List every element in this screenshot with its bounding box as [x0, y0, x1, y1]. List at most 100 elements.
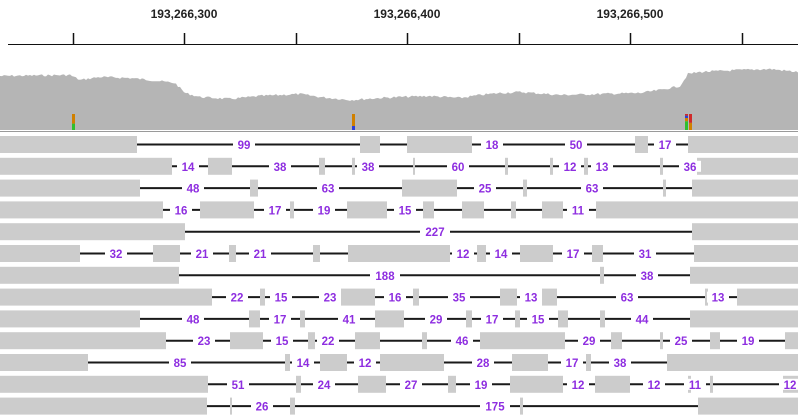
- aligned-block: [0, 223, 185, 241]
- junction-label-bg: [177, 160, 199, 172]
- read-row: 26 175: [0, 397, 798, 415]
- aligned-block: [0, 136, 137, 153]
- junction-count: 17: [566, 358, 579, 370]
- junction-count: 13: [712, 293, 725, 305]
- aligned-block: [0, 332, 166, 350]
- aligned-block: [260, 288, 265, 306]
- junction-count: 50: [570, 140, 583, 152]
- junction-count: 85: [174, 358, 187, 370]
- mismatch-bar: [72, 114, 75, 130]
- junction-label-bg: [520, 291, 542, 303]
- junction-label-bg: [182, 313, 204, 325]
- junction-label-bg: [591, 160, 613, 172]
- coverage-track[interactable]: [0, 60, 798, 130]
- junction-count: 17: [486, 314, 499, 326]
- junction-label-bg: [578, 335, 600, 347]
- aligned-block: [510, 375, 563, 393]
- read-row: 23 15 22 46 29 25 19: [0, 332, 798, 350]
- aligned-block: [153, 245, 180, 262]
- junction-count: 15: [532, 314, 545, 326]
- junction-label-bg: [565, 139, 587, 150]
- junction-label-bg: [643, 378, 665, 390]
- junction-count: 19: [318, 205, 331, 217]
- junction-label-bg: [452, 248, 474, 259]
- junction-label-bg: [226, 291, 248, 303]
- junction-count: 13: [525, 293, 538, 305]
- mismatch-segment: [352, 126, 355, 130]
- aligned-block: [0, 245, 80, 262]
- junction-label-bg: [470, 378, 492, 390]
- read-row: 32 21 21 12 14 17 31: [0, 245, 798, 262]
- aligned-block: [663, 179, 666, 197]
- junction-label-bg: [567, 204, 589, 216]
- aligned-block: [0, 201, 163, 219]
- junction-count: 11: [572, 205, 585, 217]
- read-row: 14 38 38 60 12 13 36: [0, 157, 798, 175]
- junction-label-bg: [264, 204, 286, 216]
- aligned-block: [0, 354, 88, 371]
- junction-label-bg: [779, 378, 798, 390]
- aligned-block: [584, 157, 588, 175]
- junction-label-bg: [447, 160, 469, 172]
- aligned-block: [480, 332, 565, 350]
- junction-label-bg: [271, 335, 293, 347]
- aligned-block: [0, 288, 212, 306]
- junction-label-bg: [679, 160, 701, 172]
- read-row: 99 18 50 17: [0, 136, 798, 153]
- aligned-block: [0, 310, 140, 328]
- junction-count: 41: [343, 314, 356, 326]
- mismatch-segment: [685, 114, 688, 116]
- junction-label-bg: [425, 313, 447, 325]
- junction-label-bg: [317, 182, 339, 194]
- mismatch-segment: [685, 118, 688, 122]
- junction-count: 23: [198, 336, 211, 348]
- junction-label-bg: [384, 291, 406, 303]
- junction-count: 63: [586, 184, 599, 196]
- junction-count: 12: [359, 358, 372, 370]
- aligned-block: [690, 310, 798, 328]
- junction-count: 60: [452, 162, 465, 174]
- junction-count: 22: [322, 336, 335, 348]
- junction-count: 46: [456, 336, 469, 348]
- aligned-block: [296, 375, 301, 393]
- mismatch-segment: [352, 114, 355, 126]
- junction-label-bg: [400, 378, 422, 390]
- junction-label-bg: [249, 248, 271, 259]
- mismatch-bar: [689, 114, 692, 130]
- read-row: 16 17 19 15 11: [0, 201, 798, 219]
- junction-count: 12: [572, 380, 585, 392]
- junction-label-bg: [636, 269, 658, 281]
- aligned-block: [542, 201, 563, 219]
- junction-count: 12: [648, 380, 661, 392]
- junction-label-bg: [317, 335, 339, 347]
- junction-count: 14: [495, 249, 508, 261]
- junction-label-bg: [338, 313, 360, 325]
- junction-label-bg: [420, 226, 450, 238]
- junction-count: 48: [187, 314, 200, 326]
- aligned-block: [375, 310, 404, 328]
- junction-count: 12: [564, 162, 577, 174]
- junction-count: 12: [784, 380, 797, 392]
- junction-label-bg: [472, 357, 494, 368]
- aligned-block: [710, 375, 713, 393]
- junction-label-bg: [394, 204, 416, 216]
- junction-count: 29: [583, 336, 596, 348]
- junction-count: 29: [430, 314, 443, 326]
- read-row: 51 24 27 19 12 12 11 12: [0, 375, 798, 393]
- junction-label-bg: [251, 400, 273, 412]
- junction-count: 51: [232, 380, 245, 392]
- read-row: 22 15 23 16 35 13 63 13: [0, 288, 798, 306]
- junction-label-bg: [313, 204, 335, 216]
- aligned-block: [667, 354, 798, 371]
- aligned-block: [520, 245, 553, 262]
- ruler-label: 193,266,500: [596, 7, 664, 21]
- aligned-block: [250, 179, 258, 197]
- junction-label-bg: [357, 160, 379, 172]
- junction-count: 36: [684, 162, 697, 174]
- junction-label-bg: [561, 357, 583, 368]
- aligned-block: [500, 288, 517, 306]
- junction-count: 175: [485, 402, 505, 414]
- alignment-track[interactable]: 99 18 50 17 14 38 38 60 12 13 36 48 63 25 63 16 17 19 15 11…: [0, 134, 798, 417]
- mismatch-segment: [689, 122, 692, 130]
- aligned-block: [542, 288, 557, 306]
